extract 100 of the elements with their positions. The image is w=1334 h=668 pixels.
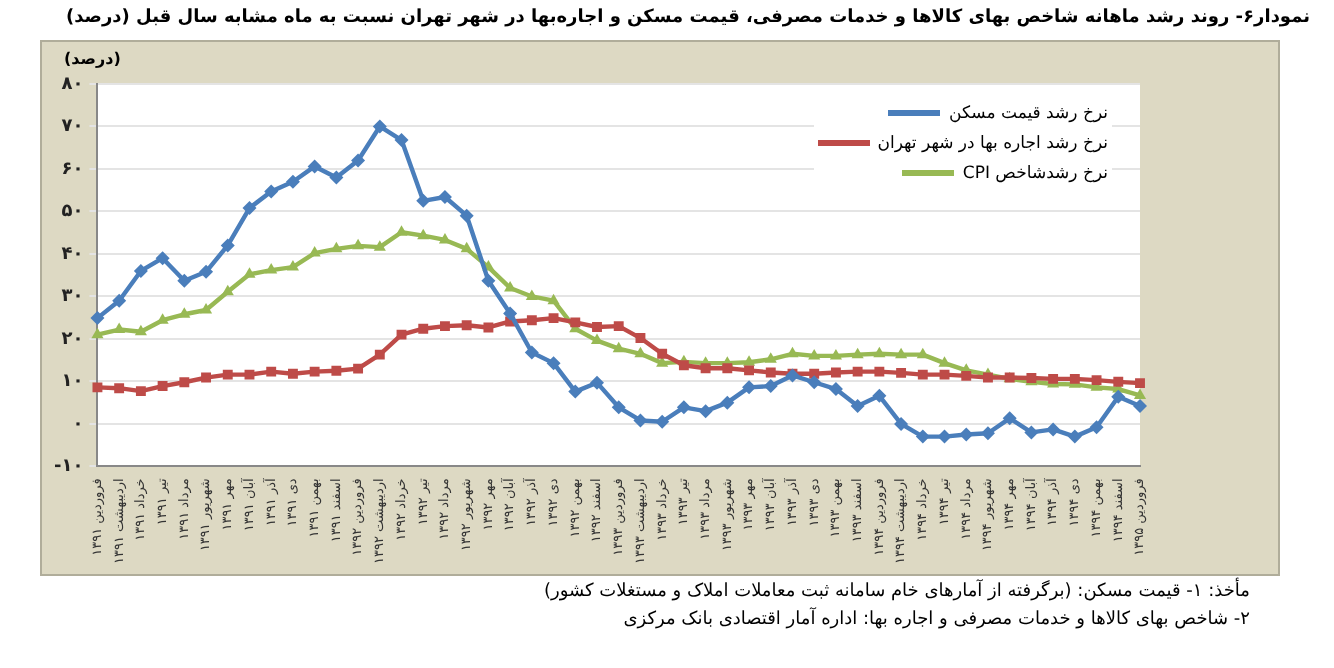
point — [1111, 389, 1126, 404]
point — [220, 238, 235, 253]
point — [134, 324, 147, 336]
point — [373, 240, 386, 251]
point — [1024, 425, 1039, 440]
point — [1046, 422, 1061, 437]
point — [959, 427, 974, 442]
point — [199, 264, 214, 279]
point — [874, 366, 885, 377]
point — [894, 416, 909, 431]
legend-label: نرخ رشد اجاره بها در شهر تهران — [877, 133, 1108, 153]
point — [763, 379, 778, 394]
point — [113, 322, 126, 334]
point — [265, 263, 278, 274]
point — [850, 399, 865, 414]
point — [1135, 378, 1145, 389]
point — [915, 429, 930, 444]
point — [786, 346, 799, 358]
point — [112, 293, 127, 308]
point — [700, 363, 711, 374]
point — [830, 367, 841, 378]
point — [612, 341, 625, 353]
point — [896, 367, 907, 378]
point — [937, 429, 952, 444]
point — [698, 404, 713, 419]
point — [242, 201, 257, 216]
legend-label: نرخ رشد قیمت مسکن — [948, 103, 1108, 123]
point — [657, 348, 668, 359]
point — [980, 426, 995, 441]
point — [266, 366, 277, 377]
point — [765, 367, 776, 378]
y-tick-label: ۸۰ — [61, 74, 84, 95]
y-tick-label: ۱۰ — [61, 372, 84, 393]
point — [177, 273, 192, 288]
point — [221, 284, 234, 296]
point — [331, 365, 342, 376]
point — [353, 363, 364, 374]
point — [1089, 420, 1104, 435]
point — [829, 348, 842, 360]
point — [244, 369, 255, 380]
point — [330, 241, 343, 253]
point — [852, 366, 863, 377]
point — [114, 383, 125, 394]
point — [155, 251, 170, 266]
point — [133, 263, 148, 278]
point — [548, 313, 559, 324]
point — [633, 413, 648, 428]
point — [440, 321, 450, 332]
y-tick-label: ۶۰ — [61, 159, 84, 180]
y-tick-label: ۲۰ — [61, 329, 84, 350]
point — [655, 414, 670, 429]
point — [872, 388, 887, 403]
point — [372, 119, 387, 134]
point — [90, 311, 105, 326]
point — [460, 241, 473, 253]
legend-label: نرخ رشدشاخص CPI — [962, 163, 1108, 183]
point — [590, 375, 604, 390]
point — [961, 370, 972, 381]
point — [983, 372, 993, 383]
point — [264, 184, 279, 199]
point — [568, 384, 583, 399]
point — [895, 347, 908, 359]
point — [1067, 429, 1082, 444]
point — [1133, 388, 1147, 399]
point — [417, 228, 430, 240]
point — [1113, 376, 1124, 387]
point — [524, 345, 539, 360]
point — [243, 267, 256, 278]
point — [546, 356, 561, 371]
point — [461, 320, 472, 331]
point — [395, 225, 408, 236]
point — [483, 322, 494, 333]
point — [744, 365, 754, 376]
point — [418, 323, 429, 334]
point — [808, 348, 821, 360]
point — [394, 133, 409, 148]
point — [742, 380, 757, 395]
point — [416, 193, 431, 208]
point — [481, 273, 496, 288]
point — [525, 289, 538, 300]
point — [678, 360, 689, 371]
point — [309, 366, 320, 377]
text: ۲- شاخص بهای کالاها و خدمات مصرفی و اجاره بها: اداره آمار اقتصادی بانک مرکزی — [621, 606, 1250, 634]
point — [352, 238, 365, 250]
point — [1091, 375, 1102, 386]
point — [374, 349, 385, 360]
y-axis-title: (درصد) — [64, 50, 121, 68]
point — [939, 369, 950, 380]
point — [222, 369, 233, 380]
point — [351, 153, 366, 168]
point — [199, 303, 213, 314]
point — [178, 307, 191, 318]
point — [285, 174, 300, 189]
y-tick-label: -۱۰ — [53, 457, 84, 478]
point — [526, 315, 537, 326]
y-tick-label: ۳۰ — [61, 287, 84, 308]
point — [396, 329, 407, 340]
point — [873, 346, 886, 358]
point — [503, 306, 518, 321]
point — [135, 386, 146, 397]
